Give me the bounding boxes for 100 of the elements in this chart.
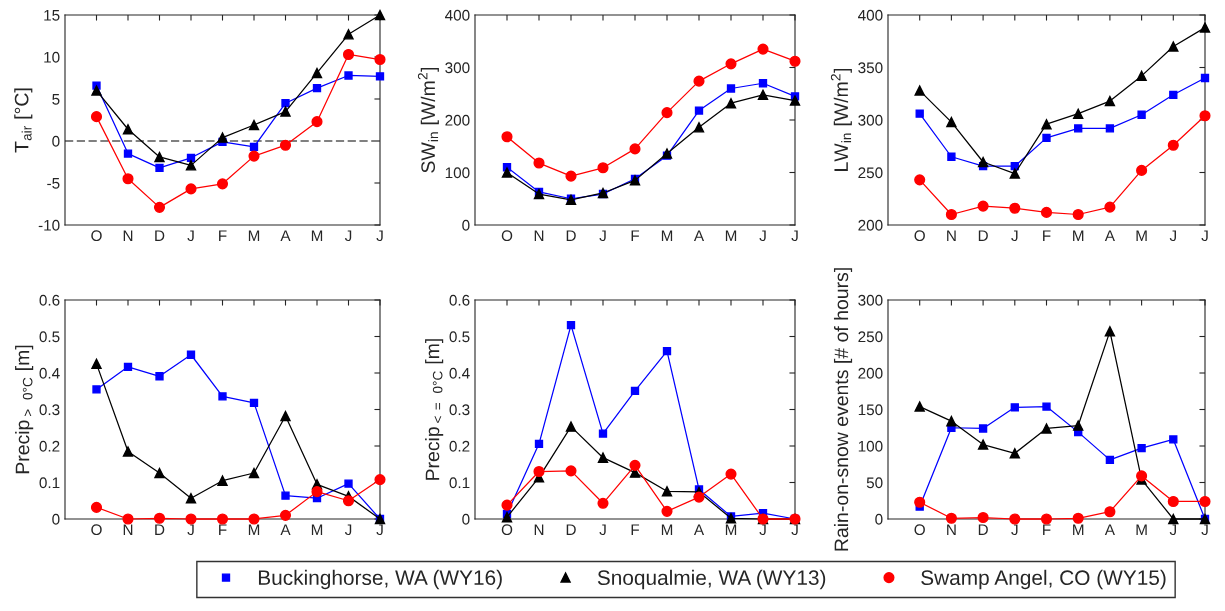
x-tick-label: A bbox=[280, 524, 291, 535]
x-tick-label: M bbox=[1136, 524, 1147, 535]
y-tick-label: 15 bbox=[44, 10, 60, 21]
x-tick-label: N bbox=[534, 524, 544, 535]
y-tick-label: 0.6 bbox=[449, 294, 470, 306]
x-tick-label: F bbox=[631, 230, 640, 241]
x-tick-label: J bbox=[1011, 230, 1018, 242]
x-tick-label: J bbox=[376, 524, 383, 536]
y-tick-label: 0.5 bbox=[39, 331, 60, 343]
x-tick-label: N bbox=[947, 524, 956, 535]
x-tick-label: O bbox=[501, 524, 513, 536]
legend-label: Snoqualmie, WA (WY13) bbox=[597, 569, 826, 590]
y-tick-label: -5 bbox=[47, 178, 60, 189]
x-tick-label: J bbox=[187, 524, 194, 536]
x-tick-label: F bbox=[219, 524, 227, 535]
y-tick-label: 0 bbox=[875, 513, 883, 525]
x-tick-label: M bbox=[1136, 230, 1147, 241]
x-tick-label: J bbox=[759, 524, 766, 536]
y-axis-title: Precip$_{> 0°C}$ [m] bbox=[15, 345, 34, 474]
x-tick-label: M bbox=[311, 524, 323, 535]
x-tick-label: O bbox=[91, 524, 102, 536]
x-tick-label: O bbox=[914, 230, 925, 242]
x-tick-label: J bbox=[376, 230, 383, 242]
x-tick-label: M bbox=[311, 230, 323, 241]
x-tick-label: O bbox=[501, 230, 513, 242]
y-tick-label: -10 bbox=[38, 219, 60, 231]
y-tick-label: 0.3 bbox=[39, 404, 60, 416]
x-tick-label: N bbox=[947, 230, 956, 241]
x-tick-label: J bbox=[344, 230, 352, 242]
x-tick-label: A bbox=[1104, 524, 1115, 535]
x-tick-label: D bbox=[566, 524, 576, 535]
x-tick-label: J bbox=[599, 230, 606, 242]
y-tick-label: 0.5 bbox=[449, 331, 470, 343]
y-axis-title: Precip$_{<= 0°C}$ [m] bbox=[425, 339, 444, 480]
y-tick-label: 300 bbox=[858, 294, 883, 306]
legend-label: Swamp Angel, CO (WY15) bbox=[921, 569, 1166, 590]
x-tick-label: J bbox=[1011, 524, 1018, 536]
x-tick-label: F bbox=[1043, 524, 1051, 535]
x-tick-label: F bbox=[1043, 230, 1051, 241]
x-tick-label: J bbox=[791, 524, 798, 536]
x-tick-label: M bbox=[248, 230, 260, 241]
x-tick-label: F bbox=[631, 524, 640, 535]
x-tick-label: N bbox=[123, 524, 133, 535]
x-tick-label: A bbox=[1104, 230, 1115, 241]
y-axis-title: SW$_{in}$ [W/m$^{2}$] bbox=[417, 67, 439, 173]
x-tick-label: M bbox=[1073, 230, 1084, 241]
x-tick-label: A bbox=[280, 230, 291, 241]
y-tick-label: 300 bbox=[445, 62, 470, 74]
y-tick-label: 0.2 bbox=[449, 440, 470, 452]
y-tick-label: 100 bbox=[445, 167, 470, 179]
y-tick-label: 200 bbox=[445, 114, 470, 126]
y-tick-label: 0.4 bbox=[449, 367, 470, 379]
x-tick-label: O bbox=[91, 230, 102, 242]
x-tick-label: M bbox=[725, 230, 737, 241]
x-tick-label: M bbox=[1073, 524, 1084, 535]
x-tick-label: D bbox=[978, 230, 988, 241]
x-tick-label: N bbox=[534, 230, 544, 241]
x-tick-label: J bbox=[1169, 230, 1176, 242]
y-tick-label: 0.2 bbox=[39, 440, 60, 452]
x-tick-label: M bbox=[725, 524, 737, 535]
x-tick-label: D bbox=[978, 524, 988, 535]
y-tick-label: 50 bbox=[866, 477, 883, 489]
y-tick-label: 0.1 bbox=[449, 477, 470, 489]
x-tick-label: J bbox=[791, 230, 798, 242]
x-tick-label: J bbox=[599, 524, 606, 536]
y-tick-label: 0 bbox=[52, 513, 60, 525]
y-axis-title: T$_{air}$ [°C] bbox=[14, 88, 33, 153]
y-tick-label: 200 bbox=[858, 219, 883, 231]
x-tick-label: D bbox=[566, 230, 576, 241]
y-tick-label: 0.4 bbox=[39, 367, 60, 379]
x-tick-label: A bbox=[693, 230, 705, 241]
x-tick-label: J bbox=[1201, 524, 1208, 536]
y-axis-title: LW$_{in}$ [W/m$^{2}$] bbox=[830, 68, 852, 171]
y-tick-label: 400 bbox=[445, 9, 470, 21]
y-tick-label: 150 bbox=[858, 404, 883, 416]
y-tick-label: 400 bbox=[858, 9, 883, 21]
x-tick-label: J bbox=[344, 524, 352, 536]
x-tick-label: D bbox=[155, 230, 165, 241]
legend-label: Buckinghorse, WA (WY16) bbox=[258, 569, 502, 590]
x-tick-label: J bbox=[1169, 524, 1176, 536]
x-tick-label: N bbox=[123, 230, 133, 241]
y-tick-label: 0 bbox=[52, 135, 60, 147]
y-tick-label: 0.1 bbox=[39, 477, 60, 489]
y-tick-label: 250 bbox=[858, 331, 883, 343]
y-tick-label: 0 bbox=[462, 513, 470, 525]
x-tick-label: M bbox=[248, 524, 260, 535]
y-tick-label: 0.6 bbox=[39, 294, 60, 306]
x-tick-label: O bbox=[914, 524, 925, 536]
x-tick-label: D bbox=[155, 524, 165, 535]
y-tick-label: 250 bbox=[858, 167, 883, 179]
y-tick-label: 10 bbox=[44, 51, 60, 63]
x-tick-label: F bbox=[219, 230, 227, 241]
x-tick-label: J bbox=[187, 230, 194, 242]
y-tick-label: 100 bbox=[858, 440, 883, 452]
y-tick-label: 5 bbox=[52, 94, 60, 105]
y-tick-label: 300 bbox=[858, 114, 883, 126]
x-tick-label: M bbox=[661, 230, 673, 241]
y-tick-label: 350 bbox=[858, 62, 883, 74]
x-tick-label: J bbox=[759, 230, 766, 242]
x-tick-label: A bbox=[693, 524, 705, 535]
